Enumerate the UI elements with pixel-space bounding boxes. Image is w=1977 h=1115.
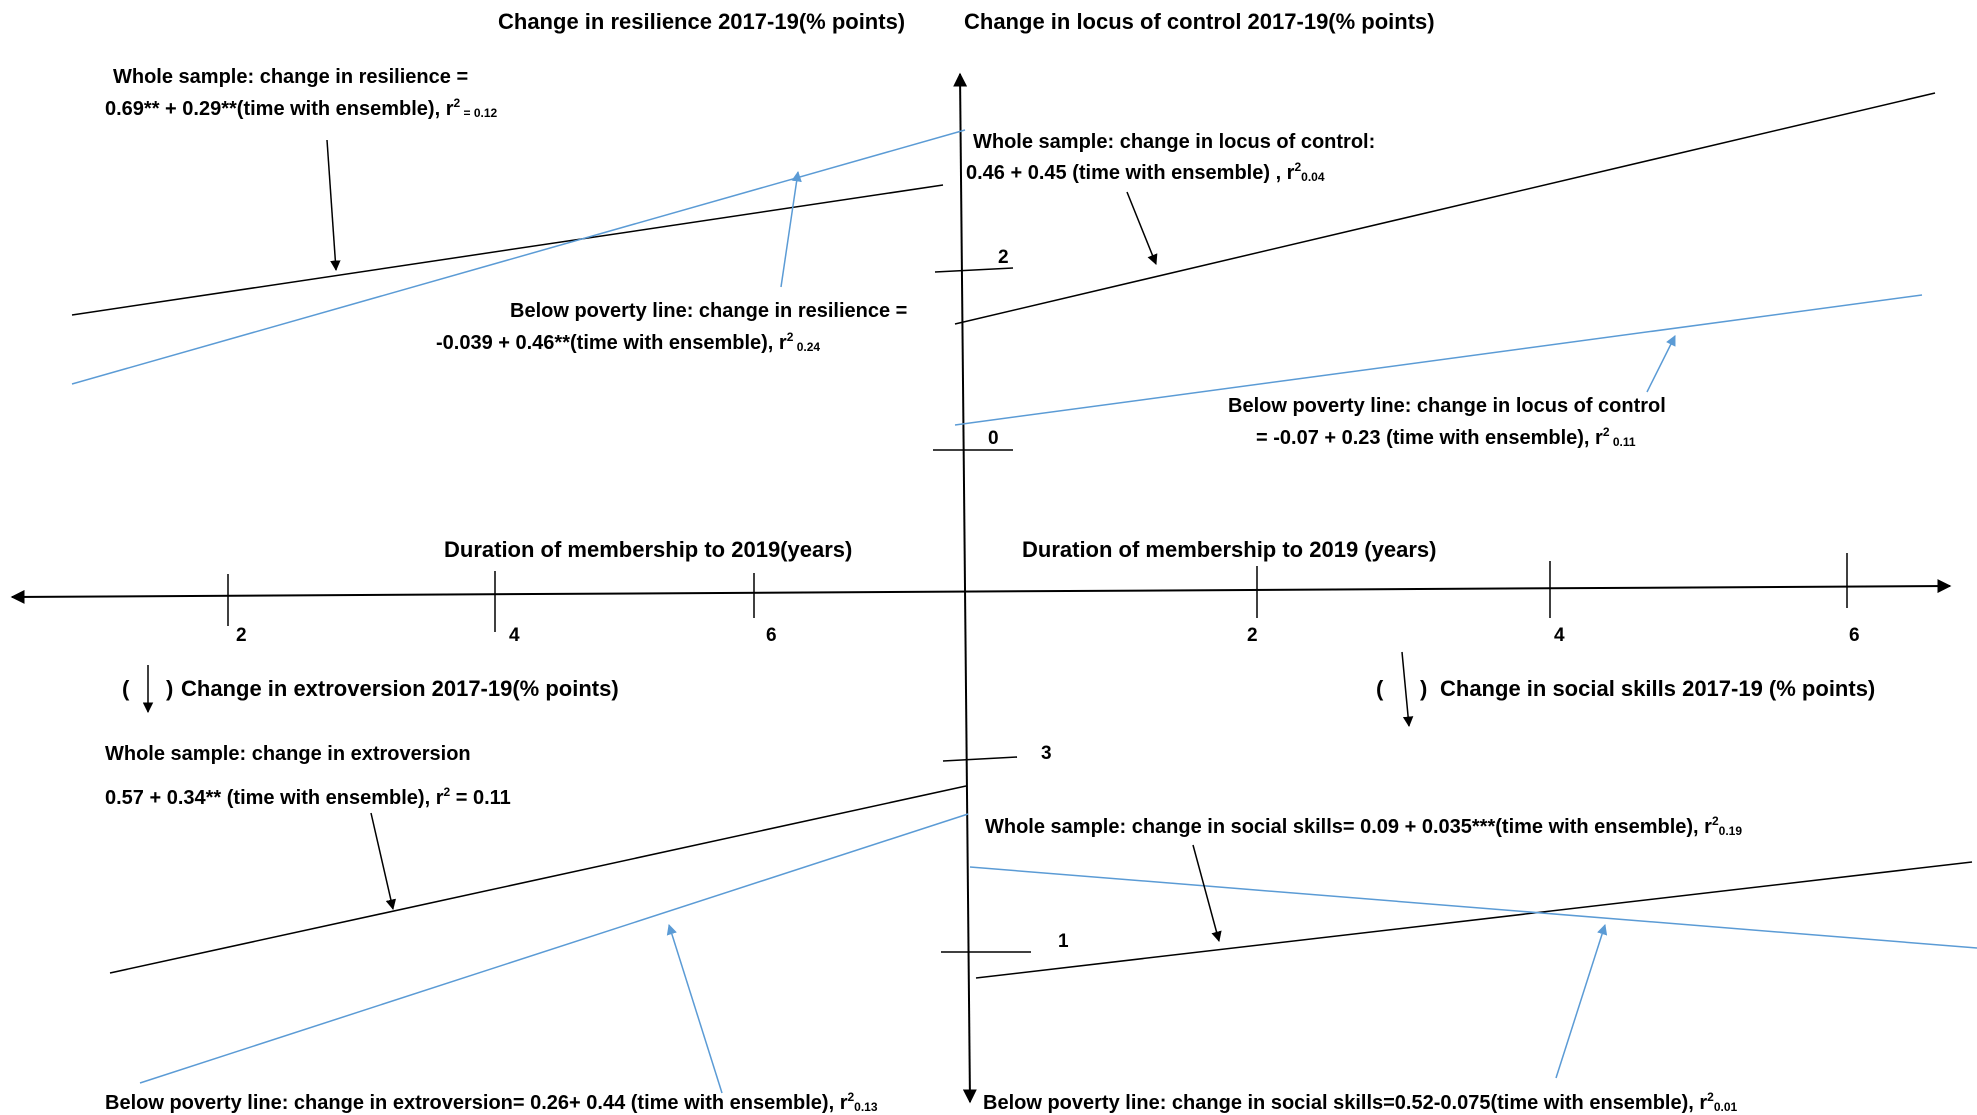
resilience-title: Change in resilience 2017-19(% points) xyxy=(498,9,905,34)
resilience-whole-sample-equation: 0.69** + 0.29**(time with ensemble), r2 … xyxy=(105,96,498,120)
arrow-icon xyxy=(1555,924,1608,1079)
extroversion-whole-sample-equation: 0.57 + 0.34** (time with ensemble), r2 =… xyxy=(105,785,511,809)
regression-lines xyxy=(71,92,1977,1084)
x-tick-label: 4 xyxy=(509,625,520,646)
arrow-icon xyxy=(326,139,341,272)
locus-whole-sample-equation: 0.46 + 0.45 (time with ensemble) , r20.0… xyxy=(966,160,1325,184)
extroversion-below-poverty-equation: Below poverty line: change in extroversi… xyxy=(105,1090,878,1114)
y-tick-label: 1 xyxy=(1058,931,1069,952)
annotation-arrows xyxy=(142,139,1676,1094)
social-skills-title: Change in social skills 2017-19 (% point… xyxy=(1440,676,1875,701)
x-tick-label: 2 xyxy=(1247,625,1258,646)
down-arrow-icon xyxy=(1401,651,1414,728)
resilience-below-poverty-line xyxy=(71,129,966,385)
arrow-icon xyxy=(370,812,397,911)
locus-whole-sample-label: Whole sample: change in locus of control… xyxy=(973,131,1375,153)
locus-below-poverty-label: Below poverty line: change in locus of c… xyxy=(1228,395,1666,417)
arrow-icon xyxy=(666,923,723,1094)
social-skills-below-poverty-equation: Below poverty line: change in social ski… xyxy=(983,1090,1738,1114)
x-ticks-left: 2 4 6 xyxy=(227,571,777,646)
social-skills-whole-sample-line xyxy=(975,861,1973,979)
extroversion-below-poverty-line xyxy=(139,813,969,1084)
y-tick-label: 0 xyxy=(988,428,999,449)
x-tick-label: 6 xyxy=(766,625,777,646)
resilience-whole-sample-line xyxy=(71,184,944,316)
x-axis-label-right: Duration of membership to 2019 (years) xyxy=(1022,537,1436,562)
locus-below-poverty-equation: = -0.07 + 0.23 (time with ensemble), r2 … xyxy=(1256,425,1636,449)
x-tick-label: 4 xyxy=(1554,625,1565,646)
social-skills-below-poverty-line xyxy=(969,866,1977,949)
social-skills-title-suffix: ) xyxy=(1420,676,1427,701)
extroversion-title-suffix: ) xyxy=(166,676,173,701)
resilience-below-poverty-equation: -0.039 + 0.46**(time with ensemble), r2 … xyxy=(436,330,820,354)
extroversion-title: Change in extroversion 2017-19(% points) xyxy=(181,676,619,701)
social-skills-whole-sample-equation: Whole sample: change in social skills= 0… xyxy=(985,814,1742,838)
arrow-icon xyxy=(1192,844,1222,943)
y-tick-mark xyxy=(942,756,1018,762)
y-ticks: 2 0 3 1 xyxy=(933,247,1069,953)
locus-whole-sample-line xyxy=(954,92,1936,325)
x-tick-label: 6 xyxy=(1849,625,1860,646)
y-axis xyxy=(953,72,977,1104)
extroversion-title-prefix: ( xyxy=(122,676,130,701)
y-tick-label: 3 xyxy=(1041,743,1052,764)
arrow-icon xyxy=(1646,335,1676,393)
x-axis xyxy=(10,579,1952,604)
extroversion-whole-sample-line xyxy=(109,785,967,974)
resilience-whole-sample-label: Whole sample: change in resilience = xyxy=(113,66,468,88)
y-tick-label: 2 xyxy=(998,247,1009,268)
arrow-icon xyxy=(1126,191,1158,265)
locus-title: Change in locus of control 2017-19(% poi… xyxy=(964,9,1435,34)
social-skills-title-prefix: ( xyxy=(1376,676,1384,701)
x-axis-label-left: Duration of membership to 2019(years) xyxy=(444,537,852,562)
y-tick-mark xyxy=(934,267,1014,273)
resilience-below-poverty-label: Below poverty line: change in resilience… xyxy=(510,300,907,322)
extroversion-whole-sample-label: Whole sample: change in extroversion xyxy=(105,743,471,765)
arrow-icon xyxy=(780,170,802,288)
x-ticks-right: 2 4 6 xyxy=(1247,553,1860,646)
locus-below-poverty-line xyxy=(954,294,1923,426)
x-tick-label: 2 xyxy=(236,625,247,646)
